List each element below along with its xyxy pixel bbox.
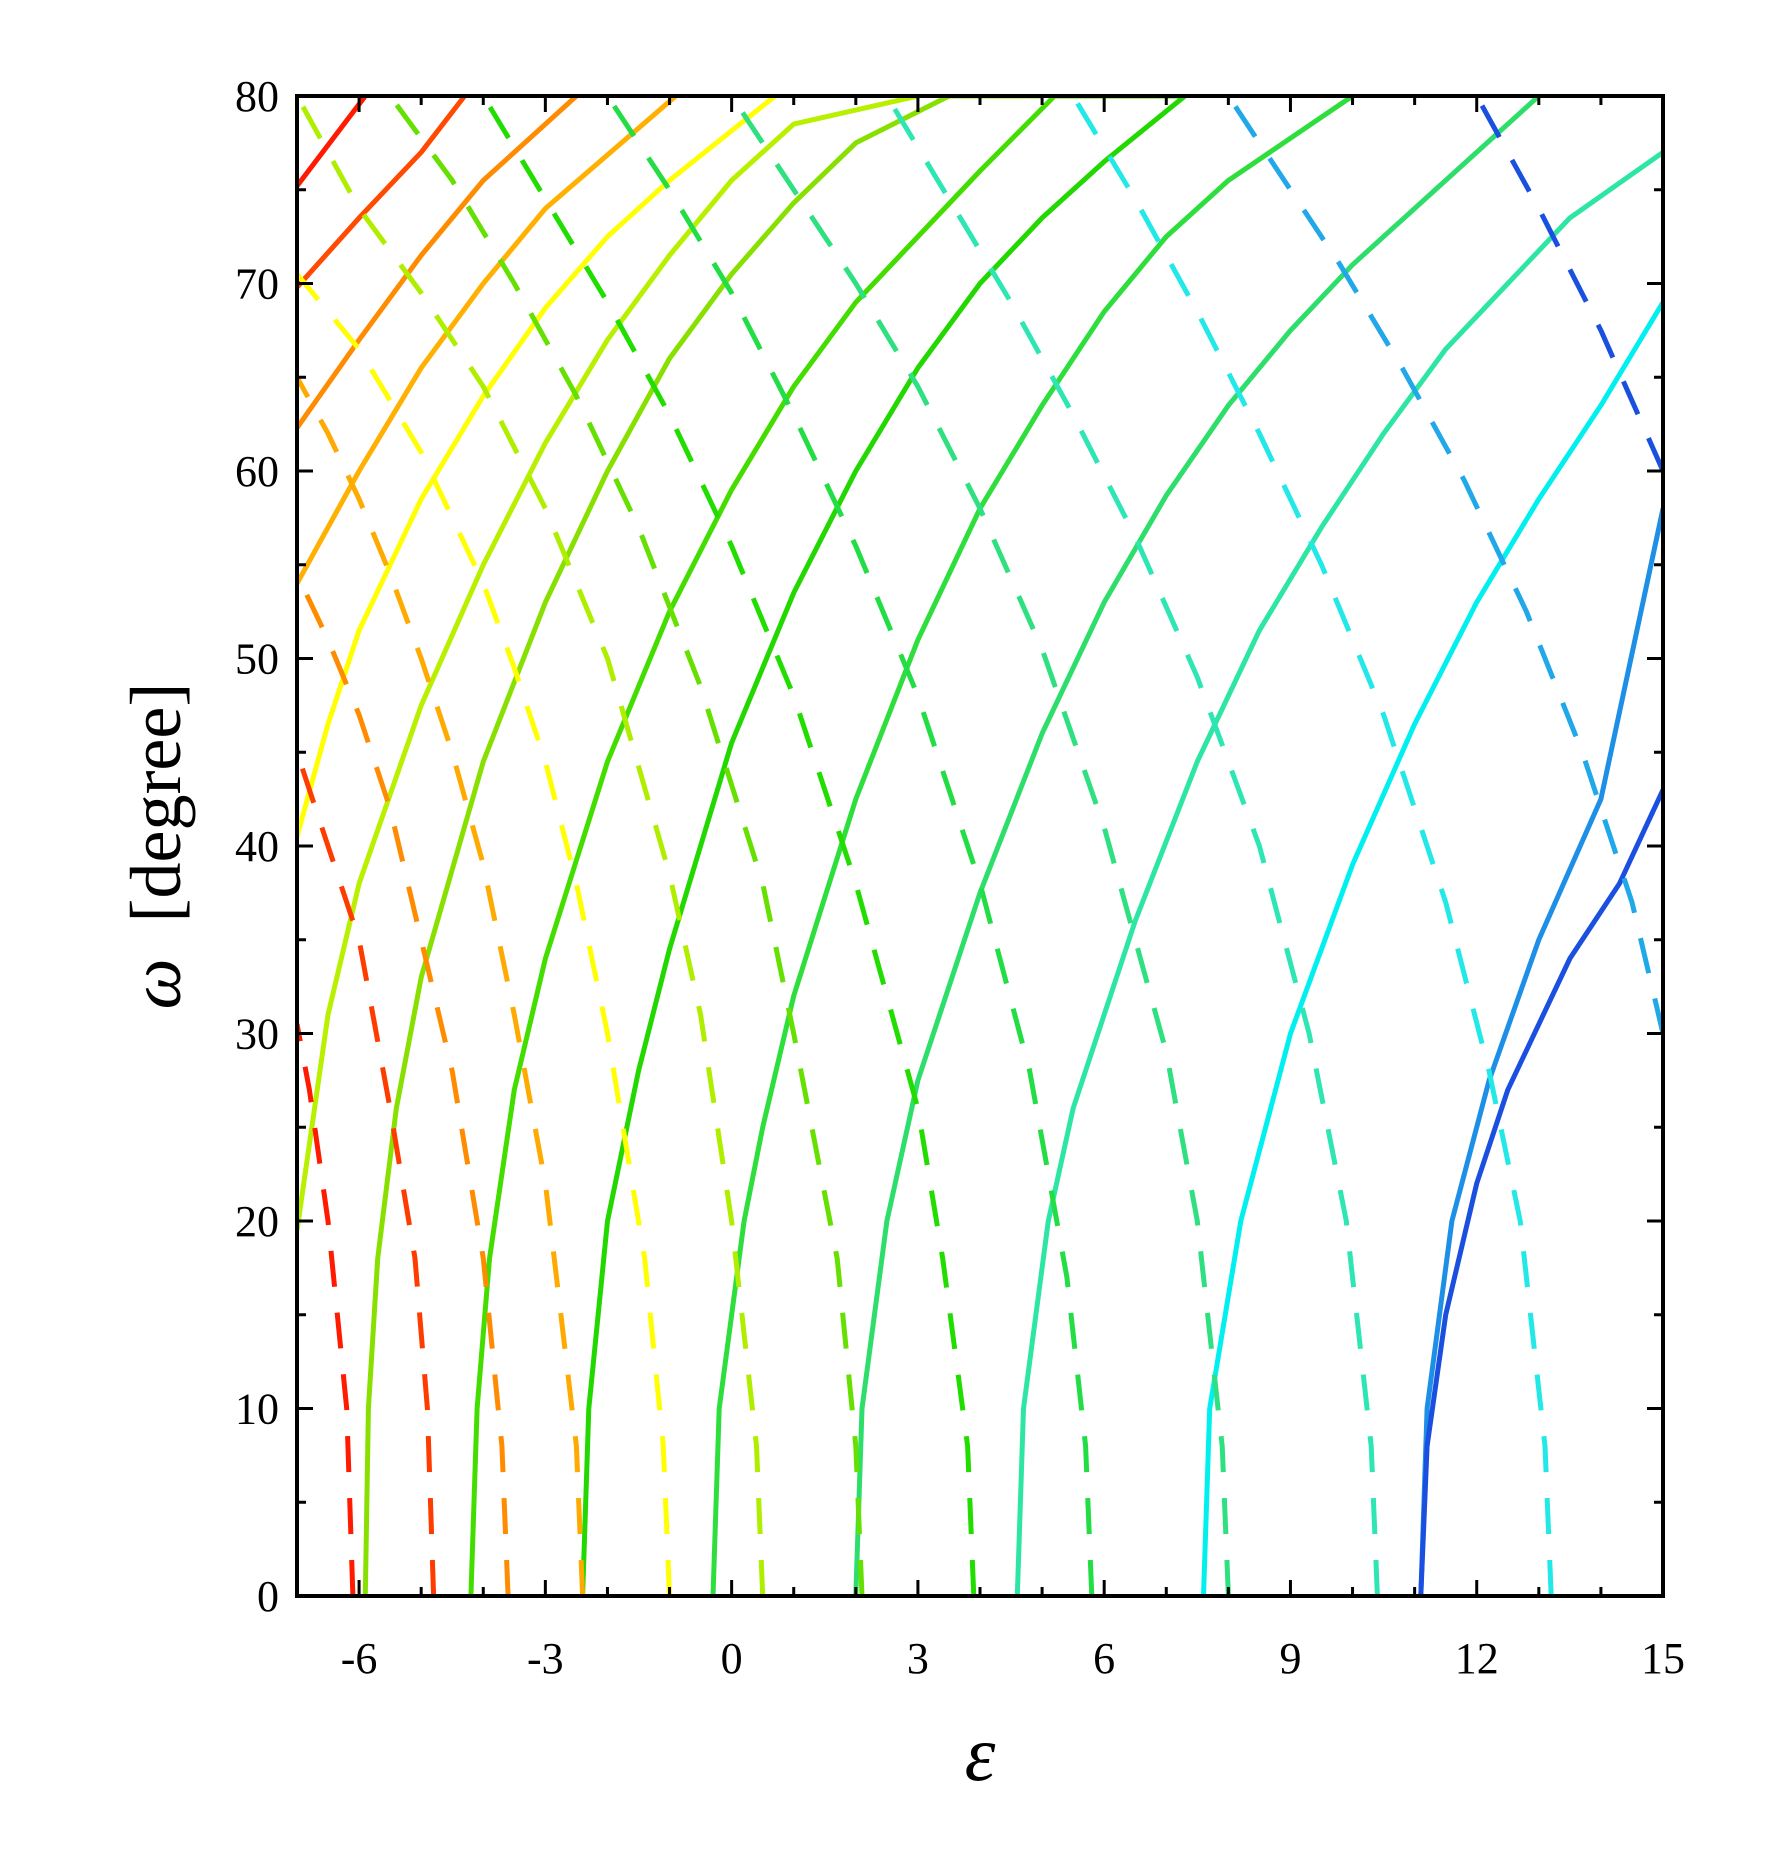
x-tick-label: 9 xyxy=(1279,1634,1301,1683)
y-tick-label: 30 xyxy=(235,1010,279,1059)
dashed-contour-0 xyxy=(297,1023,356,1596)
solid-contour-8 xyxy=(580,96,1187,1596)
y-axis-title: ω [degree] xyxy=(116,683,196,1010)
solid-contour-5 xyxy=(297,96,919,1231)
x-tick-label: 12 xyxy=(1455,1634,1499,1683)
y-tick-label: 40 xyxy=(235,822,279,871)
dashed-contour-11 xyxy=(1070,96,1554,1596)
y-tick-label: 60 xyxy=(235,447,279,496)
y-axis-unit: [degree] xyxy=(116,683,196,923)
solid-contour-7 xyxy=(468,96,1185,1596)
series-layer xyxy=(297,96,1663,1596)
dashed-contour-5 xyxy=(297,96,766,1596)
y-tick-label: 0 xyxy=(257,1572,279,1621)
dashed-contour-6 xyxy=(388,96,865,1596)
x-tick-label: -6 xyxy=(341,1634,378,1683)
solid-contour-14 xyxy=(1418,788,1663,1596)
solid-contour-6 xyxy=(362,96,1043,1596)
dashed-contour-10 xyxy=(884,96,1380,1596)
y-tick-label: 70 xyxy=(235,260,279,309)
tick-layer: -6 -3 0 3 6 9 12 15 0 10 20 30 40 50 60 70 80 xyxy=(235,72,1685,1683)
solid-contour-10 xyxy=(853,96,1541,1596)
solid-contour-0 xyxy=(297,96,368,188)
x-axis-title: ε xyxy=(965,1710,996,1797)
dashed-contour-3 xyxy=(297,376,586,1596)
dashed-contour-1 xyxy=(297,751,437,1596)
x-tick-label: -3 xyxy=(527,1634,564,1683)
dashed-contour-4 xyxy=(297,272,672,1596)
solid-contour-13 xyxy=(1418,507,1663,1596)
solid-contour-3 xyxy=(297,96,678,585)
y-tick-label: 50 xyxy=(235,635,279,684)
y-axis-symbol: ω xyxy=(116,958,196,1009)
solid-contour-11 xyxy=(1014,150,1663,1596)
dashed-contour-12 xyxy=(1226,96,1663,1035)
solid-contour-9 xyxy=(710,96,1354,1596)
x-tick-label: 15 xyxy=(1641,1634,1685,1683)
y-tick-label: 10 xyxy=(235,1385,279,1434)
solid-contour-1 xyxy=(297,96,467,289)
dashed-contour-2 xyxy=(297,573,511,1596)
y-tick-label: 80 xyxy=(235,72,279,121)
dashed-contour-7 xyxy=(481,96,977,1596)
y-tick-label: 20 xyxy=(235,1197,279,1246)
dashed-contour-8 xyxy=(605,96,1095,1596)
solid-contour-12 xyxy=(1201,301,1663,1596)
solid-contour-2 xyxy=(297,96,579,430)
x-tick-label: 0 xyxy=(721,1634,743,1683)
x-tick-label: 6 xyxy=(1093,1634,1115,1683)
dashed-contour-13 xyxy=(1474,96,1663,473)
solid-contour-4 xyxy=(297,96,777,838)
x-tick-label: 3 xyxy=(907,1634,929,1683)
dashed-contour-9 xyxy=(729,96,1231,1596)
plot-frame xyxy=(295,94,1665,1598)
